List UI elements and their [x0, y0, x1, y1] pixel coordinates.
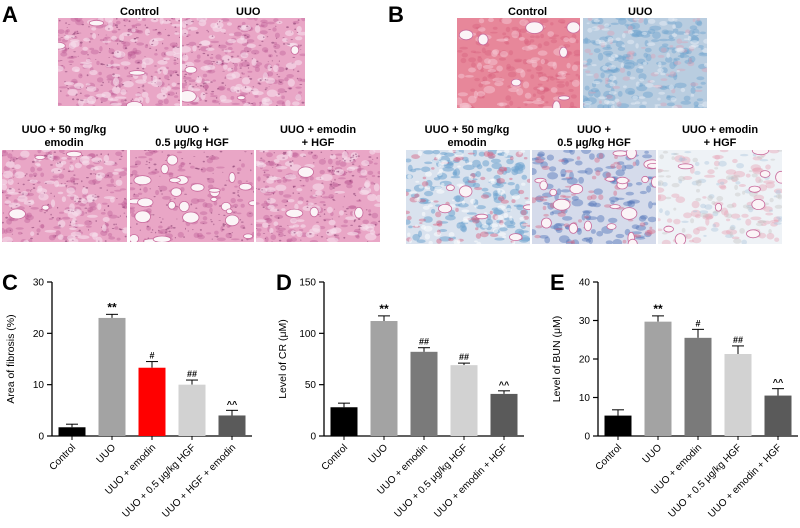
bar — [644, 321, 672, 436]
bar — [330, 407, 358, 436]
b-label-combo: UUO + emodin + HGF — [658, 124, 782, 150]
a-image-control — [58, 18, 180, 106]
a-label-emodin-line2: emodin — [44, 137, 84, 149]
chart-e-bun: Level of BUN (μM) 0 10 20 30 40 Control ** UUO # U… — [551, 278, 798, 520]
a-label-hgf-line2: 0.5 µg/kg HGF — [155, 137, 229, 149]
y-tick-label: 100 — [299, 329, 316, 340]
a-label-hgf: UUO + 0.5 µg/kg HGF — [130, 124, 254, 150]
b-label-emodin: UUO + 50 mg/kg emodin — [404, 124, 530, 150]
a-label-uuo: UUO — [236, 6, 261, 18]
a-label-emodin: UUO + 50 mg/kg emodin — [0, 124, 128, 150]
y-tick-label: 50 — [305, 380, 317, 391]
b-label-combo-line1: UUO + emodin — [681, 124, 759, 136]
y-tick-label: 30 — [579, 316, 591, 327]
x-tick-label: UUO + 0.5 μg/kg HGF — [120, 442, 198, 520]
b-label-hgf-line2: 0.5 µg/kg HGF — [557, 137, 631, 149]
panel-letter-e: E — [550, 270, 565, 295]
chart-c-fibrosis: Area of fibrosis (%) 0 10 20 30 Control ** UUO #… — [5, 278, 252, 520]
a-label-combo-line1: UUO + emodin — [279, 124, 357, 136]
y-tick-label: 10 — [579, 393, 591, 404]
bar — [724, 353, 752, 436]
bar — [410, 351, 438, 436]
bar — [218, 415, 246, 436]
bar — [138, 367, 166, 436]
b-image-uuo — [583, 18, 707, 108]
b-image-hgf — [532, 150, 656, 244]
a-label-combo-line2: + HGF — [301, 137, 335, 149]
b-label-uuo: UUO — [628, 6, 653, 18]
significance-label: # — [149, 351, 154, 361]
y-tick-label: 20 — [33, 329, 45, 340]
a-label-combo: UUO + emodin + HGF — [256, 124, 380, 150]
significance-label: ## — [419, 337, 429, 347]
b-label-control: Control — [508, 6, 548, 18]
x-tick-label: UUO — [367, 442, 391, 466]
x-tick-label: UUO — [641, 442, 665, 466]
a-label-emodin-line1: UUO + 50 mg/kg — [21, 124, 107, 136]
a-image-combo — [256, 150, 380, 242]
x-tick-label: UUO + HGF + emodin — [160, 442, 238, 520]
significance-label: ^^ — [773, 378, 784, 388]
y-axis-label: Level of CR (μM) — [277, 319, 289, 399]
y-tick-label: 40 — [579, 278, 591, 289]
x-tick-label: UUO — [95, 442, 119, 466]
bar — [450, 365, 478, 436]
b-image-combo — [658, 150, 782, 244]
x-tick-label: UUO + 0.5 μg/kg HGF — [666, 442, 744, 520]
panel-letter-a: A — [2, 2, 18, 27]
chart-d-creatinine: Level of CR (μM) 0 50 100 150 Control ** UUO ## U… — [277, 278, 524, 520]
significance-label: # — [695, 318, 700, 328]
bar — [58, 427, 86, 436]
y-tick-label: 10 — [33, 380, 45, 391]
y-tick-label: 150 — [299, 278, 316, 289]
significance-label: ^^ — [499, 380, 510, 390]
x-tick-label: UUO + 0.5 μg/kg HGF — [392, 442, 470, 520]
significance-label: ** — [107, 300, 117, 314]
bar — [490, 393, 518, 436]
x-tick-label: Control — [48, 442, 79, 473]
x-tick-label: UUO + emodin + HGF — [432, 442, 510, 520]
x-tick-label: Control — [594, 442, 625, 473]
b-image-control — [457, 18, 580, 108]
y-tick-label: 30 — [33, 278, 45, 289]
significance-label: ^^ — [227, 399, 238, 409]
a-label-control: Control — [120, 6, 160, 18]
panel-letter-c: C — [2, 270, 18, 295]
y-tick-label: 20 — [579, 355, 591, 366]
x-tick-label: Control — [320, 442, 351, 473]
b-label-emodin-line2: emodin — [447, 137, 487, 149]
significance-label: ** — [653, 302, 663, 316]
a-image-emodin — [2, 150, 127, 242]
bar — [684, 337, 712, 436]
significance-label: ## — [459, 352, 469, 362]
a-label-hgf-line1: UUO + — [175, 124, 209, 136]
y-axis-label: Area of fibrosis (%) — [5, 314, 17, 403]
b-label-hgf: UUO + 0.5 µg/kg HGF — [532, 124, 656, 150]
bar — [178, 384, 206, 436]
significance-label: ## — [733, 335, 743, 345]
bar — [98, 317, 126, 436]
x-tick-label: UUO + emodin + HGF — [706, 442, 784, 520]
bar — [604, 415, 632, 436]
y-axis-label: Level of BUN (μM) — [551, 316, 563, 403]
y-tick-label: 0 — [38, 432, 44, 443]
panel-letter-d: D — [276, 270, 292, 295]
b-label-hgf-line1: UUO + — [577, 124, 611, 136]
y-tick-label: 0 — [584, 432, 590, 443]
b-image-emodin — [406, 150, 530, 244]
panel-letter-b: B — [388, 2, 404, 27]
b-label-combo-line2: + HGF — [703, 137, 737, 149]
a-image-uuo — [182, 18, 305, 106]
significance-label: ## — [187, 369, 197, 379]
y-tick-label: 0 — [310, 432, 316, 443]
significance-label: ** — [379, 302, 389, 316]
bar — [370, 321, 398, 436]
b-label-emodin-line1: UUO + 50 mg/kg — [424, 124, 510, 136]
a-image-hgf — [130, 150, 254, 242]
bar — [764, 395, 792, 436]
